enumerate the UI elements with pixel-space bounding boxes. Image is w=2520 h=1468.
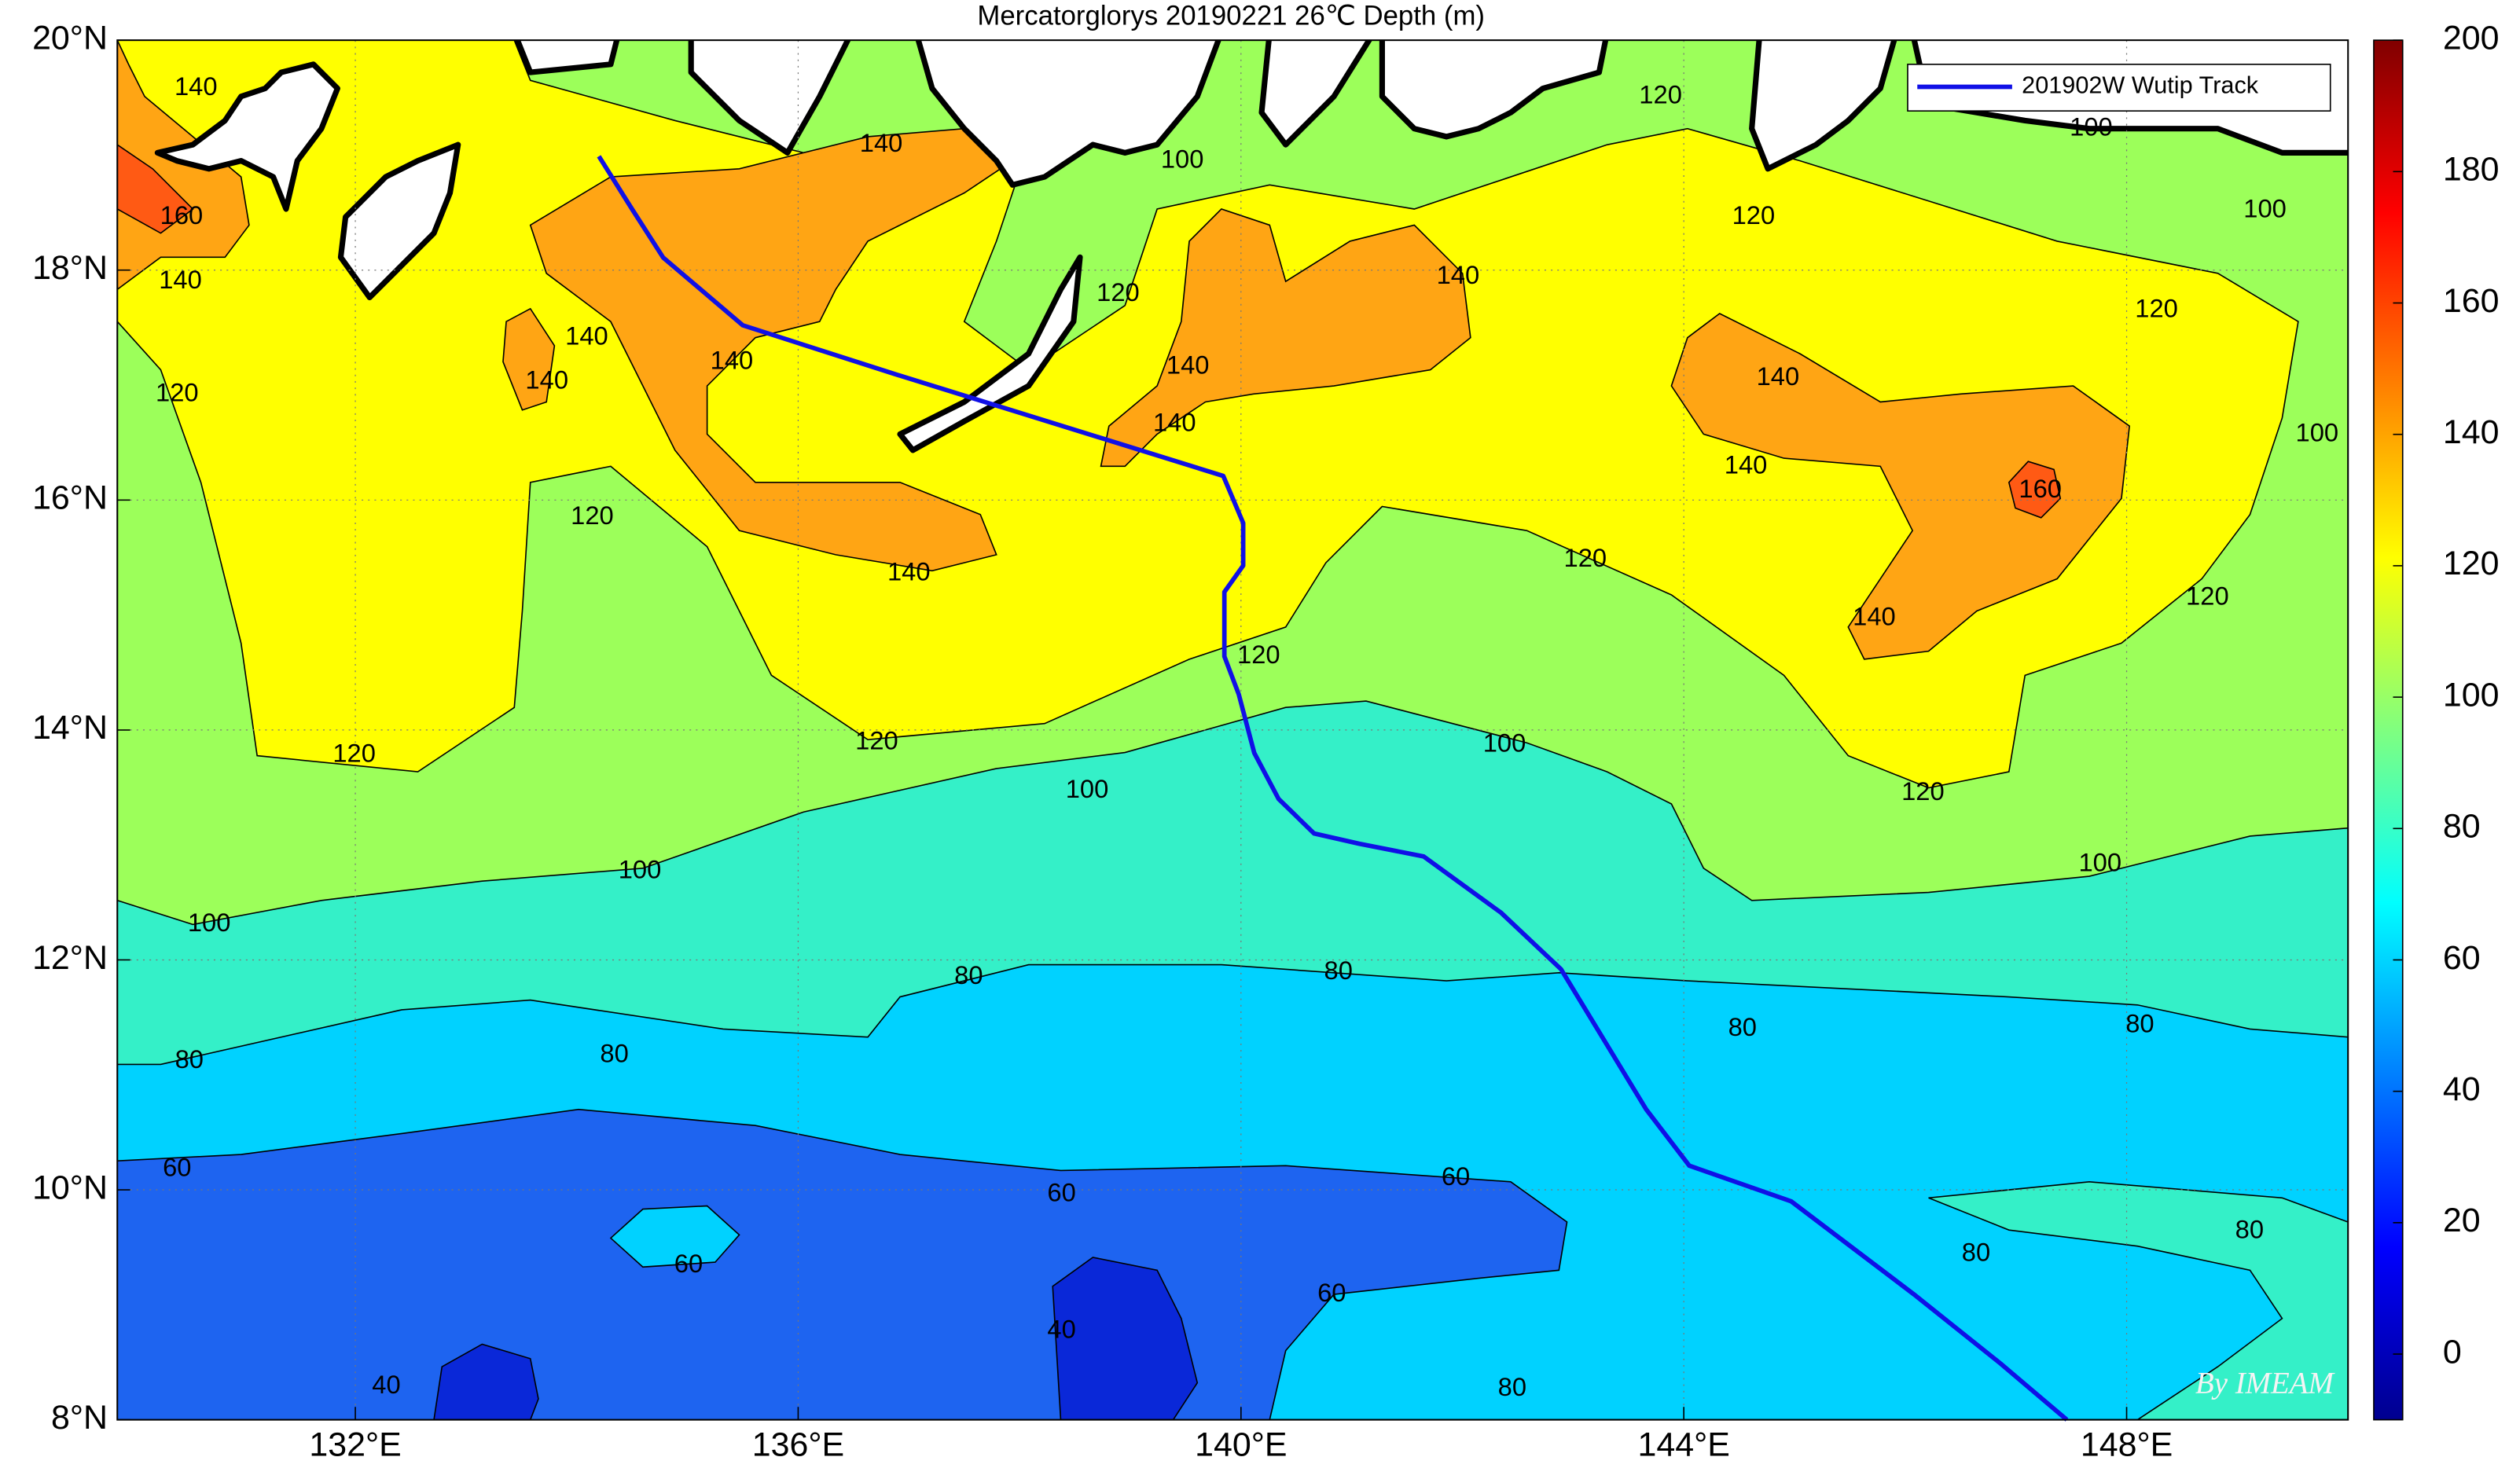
field: [117, 40, 2349, 1420]
contour-label: 160: [160, 200, 204, 229]
contour-label: 140: [1853, 602, 1896, 631]
contour-label: 140: [159, 265, 202, 294]
x-tick-label: 132°E: [309, 1426, 401, 1464]
contour-label: 120: [1732, 200, 1776, 229]
contour-label: 120: [571, 501, 614, 530]
contour-label: 140: [1437, 260, 1480, 289]
track: [597, 155, 2069, 1422]
colorbar-tick-label: 180: [2443, 151, 2500, 189]
contour-label: 120: [2186, 581, 2229, 610]
contour-label: 120: [855, 726, 898, 755]
contour-label: 60: [1442, 1162, 1470, 1191]
contour-label: 120: [1237, 640, 1280, 669]
contour-label: 140: [711, 345, 754, 374]
contour-label: 60: [1317, 1278, 1346, 1307]
plot-frame: [116, 39, 2349, 1421]
land: [337, 141, 461, 301]
contour-label: 80: [1962, 1238, 1990, 1267]
contour-label: 80: [600, 1039, 628, 1068]
contour-label: 120: [2135, 294, 2178, 323]
colorbar-tick-label: 200: [2443, 19, 2500, 57]
band-160-180: [117, 144, 2062, 519]
contour-label: 100: [2078, 848, 2121, 877]
y-tick-label: 20°N: [32, 19, 108, 57]
contour-label: 140: [174, 72, 218, 101]
land: [1258, 40, 1609, 148]
contour-label: 80: [2125, 1008, 2154, 1037]
contour-label: 140: [1166, 350, 1210, 379]
contour-label: 120: [1097, 277, 1140, 306]
watermark: By IMEAM: [2195, 1367, 2335, 1400]
contour-label: 140: [1153, 407, 1196, 436]
contour-label: 80: [1498, 1372, 1526, 1401]
contour-label: 140: [1757, 361, 1800, 391]
land: [514, 40, 851, 156]
colorbar-tick-label: 140: [2443, 413, 2500, 451]
contour-label: 140: [887, 557, 931, 586]
contour-label: 60: [1047, 1178, 1075, 1207]
y-tick-label: 10°N: [32, 1169, 108, 1206]
colorbar-tick-label: 120: [2443, 545, 2500, 582]
contour-label: 40: [372, 1370, 400, 1399]
contour-label: 100: [1161, 144, 1204, 173]
track-line: [597, 155, 2069, 1422]
colorbar-tick-label: 40: [2443, 1070, 2481, 1108]
contour-label: 60: [674, 1249, 703, 1278]
contour-label: 100: [2243, 193, 2287, 222]
contour-label: 100: [619, 854, 662, 883]
colorbar-tick-label: 60: [2443, 939, 2481, 977]
contour-label: 100: [2295, 418, 2338, 447]
contour-label: 120: [1564, 543, 1607, 572]
contour-label: 140: [860, 128, 903, 157]
colorbar-tick-label: 80: [2443, 808, 2481, 846]
band-140-160: [117, 40, 2131, 660]
contour-label: 80: [1324, 956, 1353, 985]
land: [154, 61, 340, 212]
x-tick-label: 136°E: [752, 1426, 844, 1464]
contour-label: 80: [175, 1044, 204, 1073]
y-tick-label: 16°N: [32, 479, 108, 517]
contour-label: 100: [2070, 112, 2113, 141]
land: [915, 40, 1221, 188]
band-20-40: [433, 1257, 1199, 1420]
contour-label: 140: [1725, 450, 1768, 479]
contour-label: 140: [565, 321, 608, 350]
y-tick-label: 12°N: [32, 939, 108, 977]
y-tick-label: 18°N: [32, 249, 108, 287]
contour-label: 40: [1047, 1315, 1075, 1344]
x-tick-label: 148°E: [2081, 1426, 2173, 1464]
y-tick-label: 14°N: [32, 709, 108, 747]
contour-label: 120: [1639, 79, 1682, 108]
chart-title: Mercatorglorys 20190221 26℃ Depth (m): [977, 2, 1485, 31]
contour-label: 120: [332, 739, 376, 768]
x-tick-label: 144°E: [1637, 1426, 1729, 1464]
colorbar-tick-label: 160: [2443, 282, 2500, 320]
land: [897, 254, 1083, 453]
colorbar-tick-label: 100: [2443, 676, 2500, 714]
contour-label: 80: [2235, 1214, 2264, 1243]
colorbar-tick-label: 20: [2443, 1202, 2481, 1239]
contour-label: 100: [1483, 728, 1526, 758]
x-tick-label: 140°E: [1195, 1426, 1287, 1464]
colorbar: [2373, 39, 2404, 1421]
contour-label: 80: [954, 960, 983, 989]
contour-label: 140: [525, 365, 568, 394]
colorbar-tick-label: 0: [2443, 1333, 2462, 1371]
contour-label: 60: [163, 1152, 191, 1181]
contour-label: 120: [156, 377, 199, 406]
contour-label: 160: [2019, 474, 2062, 503]
contour-labels: 140 140 160 120 120 100 80 60 40 60 80 100 120 140 140…: [156, 72, 2338, 1401]
contour-label: 100: [188, 908, 231, 937]
contour-label: 80: [1728, 1012, 1757, 1041]
contour-label: 120: [1901, 776, 1945, 806]
legend-label: 201902W Wutip Track: [2022, 72, 2259, 99]
contour-label: 100: [1066, 774, 1109, 803]
y-tick-label: 8°N: [51, 1399, 108, 1437]
